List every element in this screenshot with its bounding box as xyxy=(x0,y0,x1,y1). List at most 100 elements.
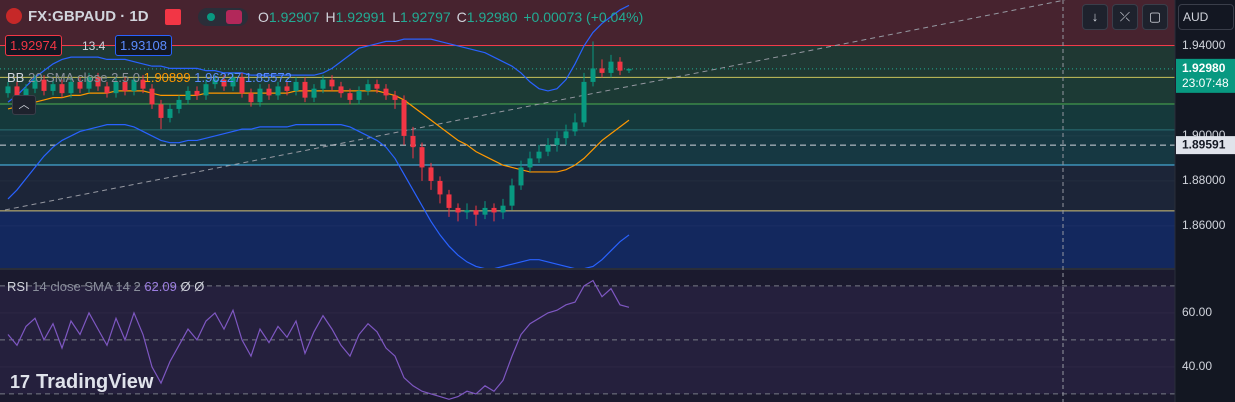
rsi-tick-label: 40.00 xyxy=(1182,359,1212,373)
candle-body xyxy=(563,131,569,139)
market-toggle[interactable] xyxy=(198,8,248,26)
symbol[interactable]: FX:GBPAUD · 1D xyxy=(6,8,149,25)
candle-body xyxy=(131,79,137,91)
zone xyxy=(0,0,1175,46)
ohlc-value: 1.92980 xyxy=(466,9,518,25)
bb-basis: 1.90899 xyxy=(143,70,191,85)
candle-body xyxy=(41,79,47,91)
candle-body xyxy=(140,79,146,89)
price-label-bg xyxy=(1176,58,1235,93)
ohlc-legend: O1.92907 H1.92991 L1.92797 C1.92980 +0.00073… xyxy=(258,9,643,25)
logo: 17 TradingView xyxy=(10,371,154,393)
candle-body xyxy=(365,84,371,91)
candle-body xyxy=(77,81,83,89)
candle-body xyxy=(122,81,128,91)
candle-body xyxy=(419,147,425,168)
candle-body xyxy=(23,88,29,96)
candle-body xyxy=(221,79,227,87)
candle-body xyxy=(311,88,317,98)
candle-body xyxy=(338,86,344,94)
currency-button[interactable]: AUD xyxy=(1178,4,1234,30)
candle-body xyxy=(203,84,209,96)
candle-body xyxy=(104,86,110,94)
candle-body xyxy=(374,84,380,89)
candle-body xyxy=(464,210,470,213)
fullscreen-button[interactable]: ▢ xyxy=(1142,4,1168,30)
candle-body xyxy=(410,135,416,148)
zone xyxy=(0,103,1175,130)
rsi-params: 14 close SMA 14 2 xyxy=(32,279,141,294)
candle-body xyxy=(617,61,623,71)
candle-body xyxy=(113,81,119,94)
candle-body xyxy=(5,86,11,94)
candle-body xyxy=(599,68,605,73)
logo-text: TradingView xyxy=(36,371,154,393)
collapse-button[interactable]: ⤫ xyxy=(1112,4,1138,30)
buy-button[interactable]: 1.93108 xyxy=(115,35,172,56)
candle-body xyxy=(590,68,596,82)
scroll-down-button[interactable]: ↓ xyxy=(1082,4,1108,30)
trendline xyxy=(4,0,1066,211)
change: +0.00073 (+0.04%) xyxy=(523,9,644,25)
candle-body xyxy=(509,185,515,206)
candle-body xyxy=(428,167,434,181)
rsi-name: RSI xyxy=(7,279,29,294)
candle-body xyxy=(248,93,254,103)
y-tick-label: 1.94000 xyxy=(1182,38,1226,52)
candle-body xyxy=(86,77,92,89)
candle-body xyxy=(356,90,362,100)
zone xyxy=(0,45,1175,78)
candle-body xyxy=(59,84,65,94)
price-label: 1.92980 xyxy=(1182,61,1226,75)
bb-basis-line xyxy=(7,90,630,173)
candle-body xyxy=(230,77,236,87)
candle-body xyxy=(383,88,389,96)
candle-body xyxy=(536,151,542,159)
candle-body xyxy=(581,81,587,123)
bb-legend: BB 20 SMA close 2.5 0 1.90899 1.96227 1.… xyxy=(7,70,292,85)
candle-body xyxy=(212,79,218,85)
candle-body xyxy=(185,90,191,100)
candle-body xyxy=(554,138,560,145)
bb-lower-line xyxy=(7,124,630,268)
bb-params: 20 SMA close 2.5 0 xyxy=(27,70,140,85)
countdown: 23:07:48 xyxy=(1182,76,1229,90)
candle-body xyxy=(257,88,263,103)
candle-body xyxy=(158,104,164,118)
candle-body xyxy=(437,180,443,195)
pane-divider xyxy=(0,268,1175,270)
collapse-button[interactable]: ︿ xyxy=(12,95,36,115)
candle-body xyxy=(527,158,533,168)
candle-body xyxy=(284,86,290,91)
candle-body xyxy=(455,207,461,213)
candle-body xyxy=(149,88,155,105)
sell-button[interactable]: 1.92974 xyxy=(5,35,62,56)
candle-body xyxy=(545,144,551,152)
ohlc-key: L xyxy=(392,9,401,25)
bb-lower: 1.85572 xyxy=(244,70,292,85)
candle-body xyxy=(347,93,353,100)
ohlc-value: 1.92907 xyxy=(268,9,320,25)
zone xyxy=(0,210,1175,268)
marker-label-bg xyxy=(1176,136,1235,155)
candle-body xyxy=(401,99,407,136)
candle-body xyxy=(608,61,614,73)
candle-body xyxy=(194,90,200,96)
zone xyxy=(0,129,1175,165)
alert-flag[interactable] xyxy=(165,9,181,25)
candle-body xyxy=(500,205,506,213)
candle-body xyxy=(95,77,101,87)
rsi-tick-label: 60.00 xyxy=(1182,305,1212,319)
candle-body xyxy=(239,77,245,94)
ohlc-value: 1.92797 xyxy=(400,9,451,25)
ohlc-key: H xyxy=(325,9,336,25)
candle-body xyxy=(275,86,281,96)
candle-body xyxy=(50,84,56,91)
ohlc-key: O xyxy=(258,9,269,25)
marker-label: 1.89591 xyxy=(1182,137,1226,151)
candle-body xyxy=(176,99,182,109)
spread: 13.4 xyxy=(82,39,106,53)
bb-upper-line xyxy=(7,4,630,103)
